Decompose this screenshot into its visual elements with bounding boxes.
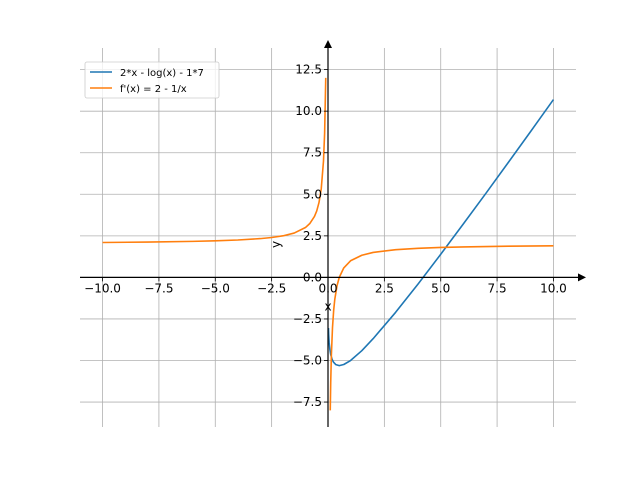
y-axis-arrow — [324, 40, 332, 48]
x-tick-label: 5.0 — [431, 281, 450, 295]
x-tick-label: 2.5 — [375, 281, 394, 295]
y-tick-label: −5.0 — [293, 354, 322, 368]
legend-label-series-1: 2*x - log(x) - 1*7 — [120, 68, 204, 79]
x-axis-arrow — [578, 273, 586, 282]
y-tick-label: −7.5 — [293, 395, 322, 409]
axes — [80, 40, 586, 427]
x-tick-label: −2.5 — [257, 281, 286, 295]
x-axis-label: x — [324, 299, 331, 313]
y-tick-label: 12.5 — [295, 63, 322, 77]
x-tick-label: 10.0 — [540, 281, 567, 295]
y-tick-label: −2.5 — [293, 312, 322, 326]
legend: 2*x - log(x) - 1*7 f'(x) = 2 - 1/x — [84, 61, 220, 99]
x-tick-label: 0.0 — [318, 281, 337, 295]
legend-box — [84, 61, 220, 99]
ticks: −10.0 −7.5 −5.0 −2.5 0.0 2.5 5.0 7.5 10.0 −7.5 −5.… — [84, 63, 567, 409]
x-tick-label: 7.5 — [488, 281, 507, 295]
legend-label-series-2: f'(x) = 2 - 1/x — [120, 84, 187, 95]
y-axis-label: y — [269, 241, 283, 248]
y-tick-label: 0.0 — [303, 270, 322, 284]
series-line-1 — [327, 99, 555, 367]
y-tick-label: 2.5 — [303, 229, 322, 243]
y-tick-label: 10.0 — [295, 104, 322, 118]
series-line-2 — [102, 77, 554, 411]
x-tick-label: −10.0 — [84, 281, 121, 295]
series-layer — [102, 77, 555, 411]
x-tick-label: −7.5 — [144, 281, 173, 295]
y-tick-label: 5.0 — [303, 187, 322, 201]
x-tick-label: −5.0 — [201, 281, 230, 295]
y-tick-label: 7.5 — [303, 146, 322, 160]
